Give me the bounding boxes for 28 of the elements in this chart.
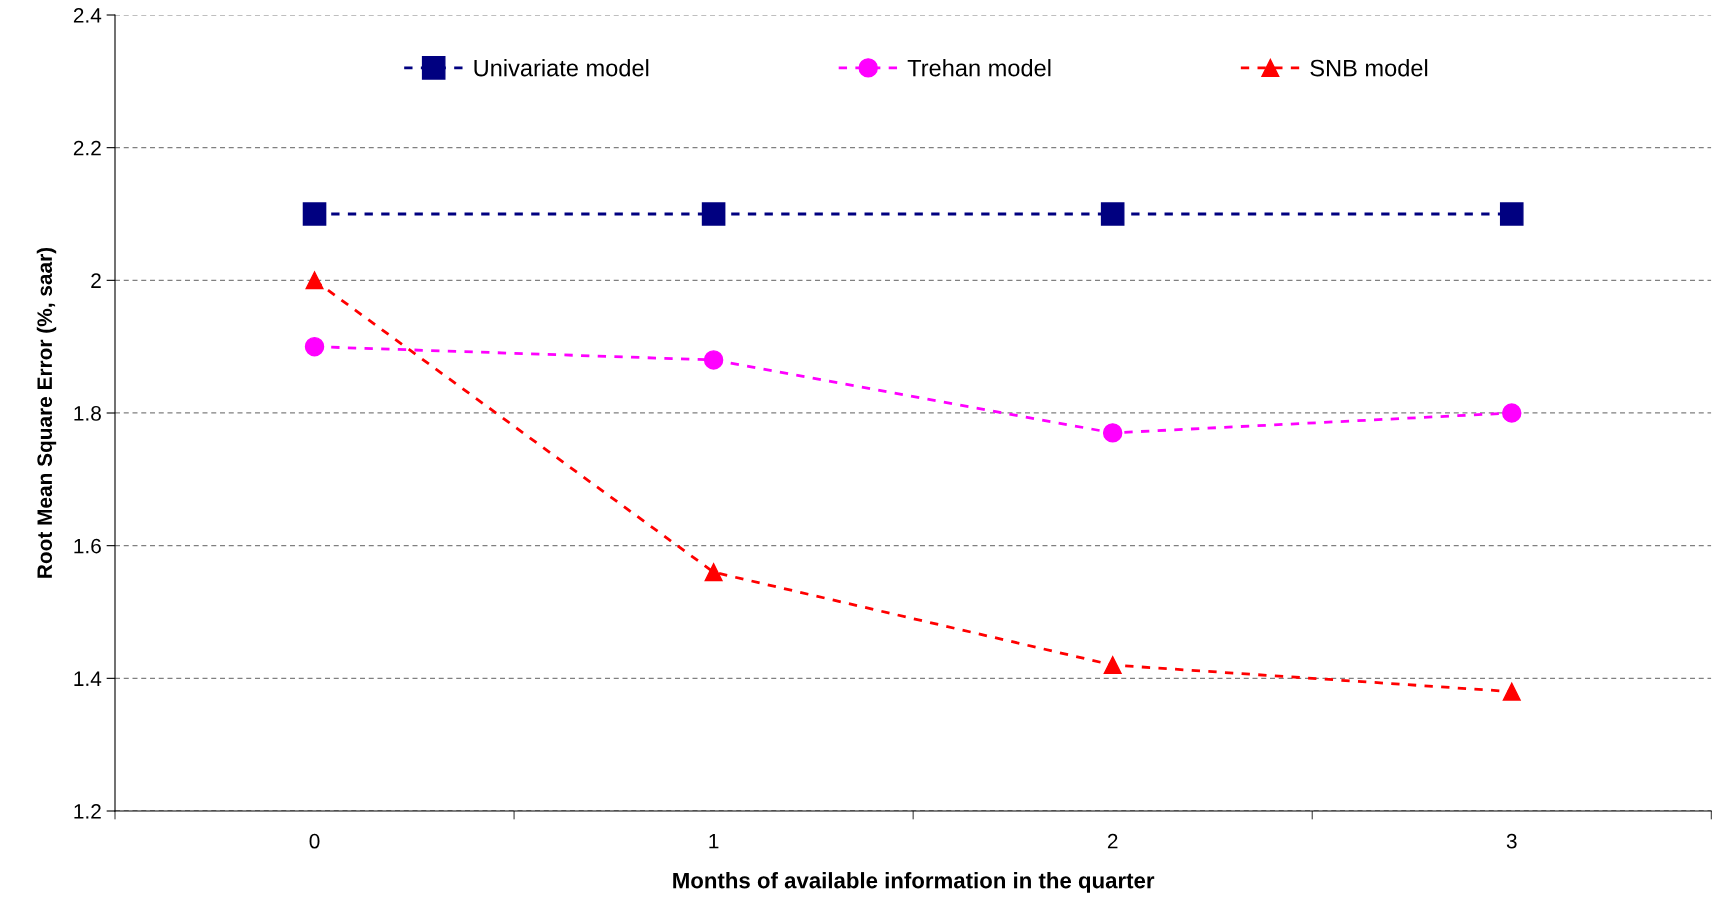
x-tick-label: 2 (1107, 833, 1118, 849)
legend-label: SNB model (1310, 59, 1428, 77)
point (1502, 403, 1522, 423)
y-tick-label: 1.6 (74, 538, 101, 554)
point (302, 202, 327, 226)
point (704, 563, 723, 582)
y-tick-label: 2.2 (73, 140, 101, 156)
y-tick-label: 1.2 (74, 804, 101, 819)
y-axis-title: Root Mean Square Error (%, saar) (36, 247, 57, 578)
x-axis-title: Months of available information in the quarter (673, 872, 1155, 893)
point (703, 350, 724, 370)
point (1103, 656, 1122, 675)
point (1502, 682, 1521, 701)
point (1100, 202, 1125, 226)
legend-label: Univariate model (474, 59, 649, 77)
point (304, 336, 325, 357)
x-tick-label: 1 (709, 833, 719, 849)
y-tick-label: 1.4 (74, 671, 102, 686)
y-tick-label: 2 (91, 273, 101, 288)
point (1499, 202, 1524, 226)
x-tick-label: 3 (1506, 833, 1517, 849)
x-tick-label: 0 (309, 833, 320, 849)
point (305, 271, 324, 290)
legend-label: Trehan model (907, 59, 1051, 77)
point (701, 202, 726, 226)
y-tick-label: 2.4 (73, 8, 102, 23)
y-tick-label: 1.8 (74, 406, 101, 421)
point (1102, 423, 1123, 443)
